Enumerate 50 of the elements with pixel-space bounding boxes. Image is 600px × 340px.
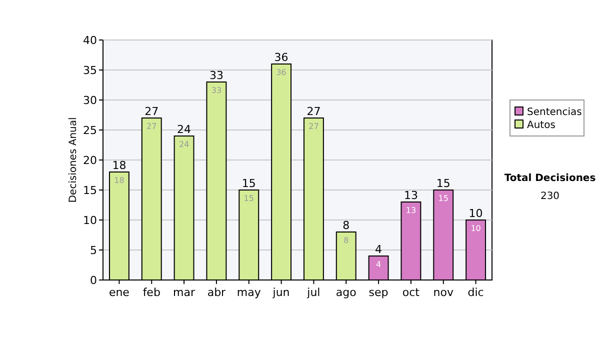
- y-tick-label: 30: [83, 94, 97, 107]
- total-label: 36: [274, 51, 288, 64]
- x-tick-label: mar: [173, 286, 196, 299]
- x-tick-label: ago: [336, 286, 357, 299]
- y-tick-label: 10: [83, 214, 97, 227]
- y-tick-label: 35: [83, 64, 97, 77]
- x-tick-label: ene: [108, 286, 130, 299]
- x-tick-label: abr: [207, 286, 226, 299]
- total-label: 13: [404, 189, 418, 202]
- data-label: 18: [114, 176, 124, 185]
- total-label: 4: [375, 243, 382, 256]
- total-label: 15: [242, 177, 256, 190]
- x-tick-label: oct: [402, 286, 420, 299]
- text: Total Decisiones: [504, 173, 596, 184]
- total-label: 33: [209, 69, 224, 82]
- legend-label: Autos: [527, 120, 556, 131]
- total-label: 27: [306, 105, 321, 118]
- y-tick-label: 0: [90, 274, 97, 287]
- data-label: 36: [276, 68, 286, 77]
- data-label: 15: [244, 194, 254, 203]
- data-label: 4: [376, 260, 382, 269]
- y-tick-label: 25: [83, 124, 97, 137]
- total-label: 10: [468, 207, 483, 220]
- x-tick-label: jul: [306, 286, 320, 299]
- x-tick-label: feb: [142, 286, 160, 299]
- text: 230: [540, 191, 560, 202]
- y-tick-label: 5: [90, 244, 97, 257]
- data-label: 15: [438, 194, 448, 203]
- x-tick-label: dic: [468, 286, 484, 299]
- y-tick-label: 20: [83, 154, 97, 167]
- data-label: 33: [211, 86, 222, 95]
- total-label: 27: [144, 105, 159, 118]
- data-label: 13: [406, 206, 416, 215]
- total-label: 15: [436, 177, 450, 190]
- y-tick-label: 15: [83, 184, 97, 197]
- total-label: 8: [342, 219, 350, 232]
- y-axis-title: Decisiones Anual: [68, 117, 79, 203]
- x-tick-label: jun: [272, 286, 290, 299]
- x-tick-label: nov: [433, 286, 454, 299]
- y-tick-label: 40: [83, 34, 97, 47]
- data-label: 10: [470, 224, 481, 233]
- data-label: 27: [146, 122, 157, 131]
- legend-label: Sentencias: [527, 107, 582, 118]
- total-label: 24: [177, 123, 192, 136]
- x-tick-label: sep: [368, 286, 388, 299]
- data-label: 8: [344, 236, 349, 245]
- total-label: 18: [112, 159, 126, 172]
- x-tick-label: may: [236, 286, 262, 299]
- data-label: 27: [308, 122, 319, 131]
- data-label: 24: [178, 140, 190, 149]
